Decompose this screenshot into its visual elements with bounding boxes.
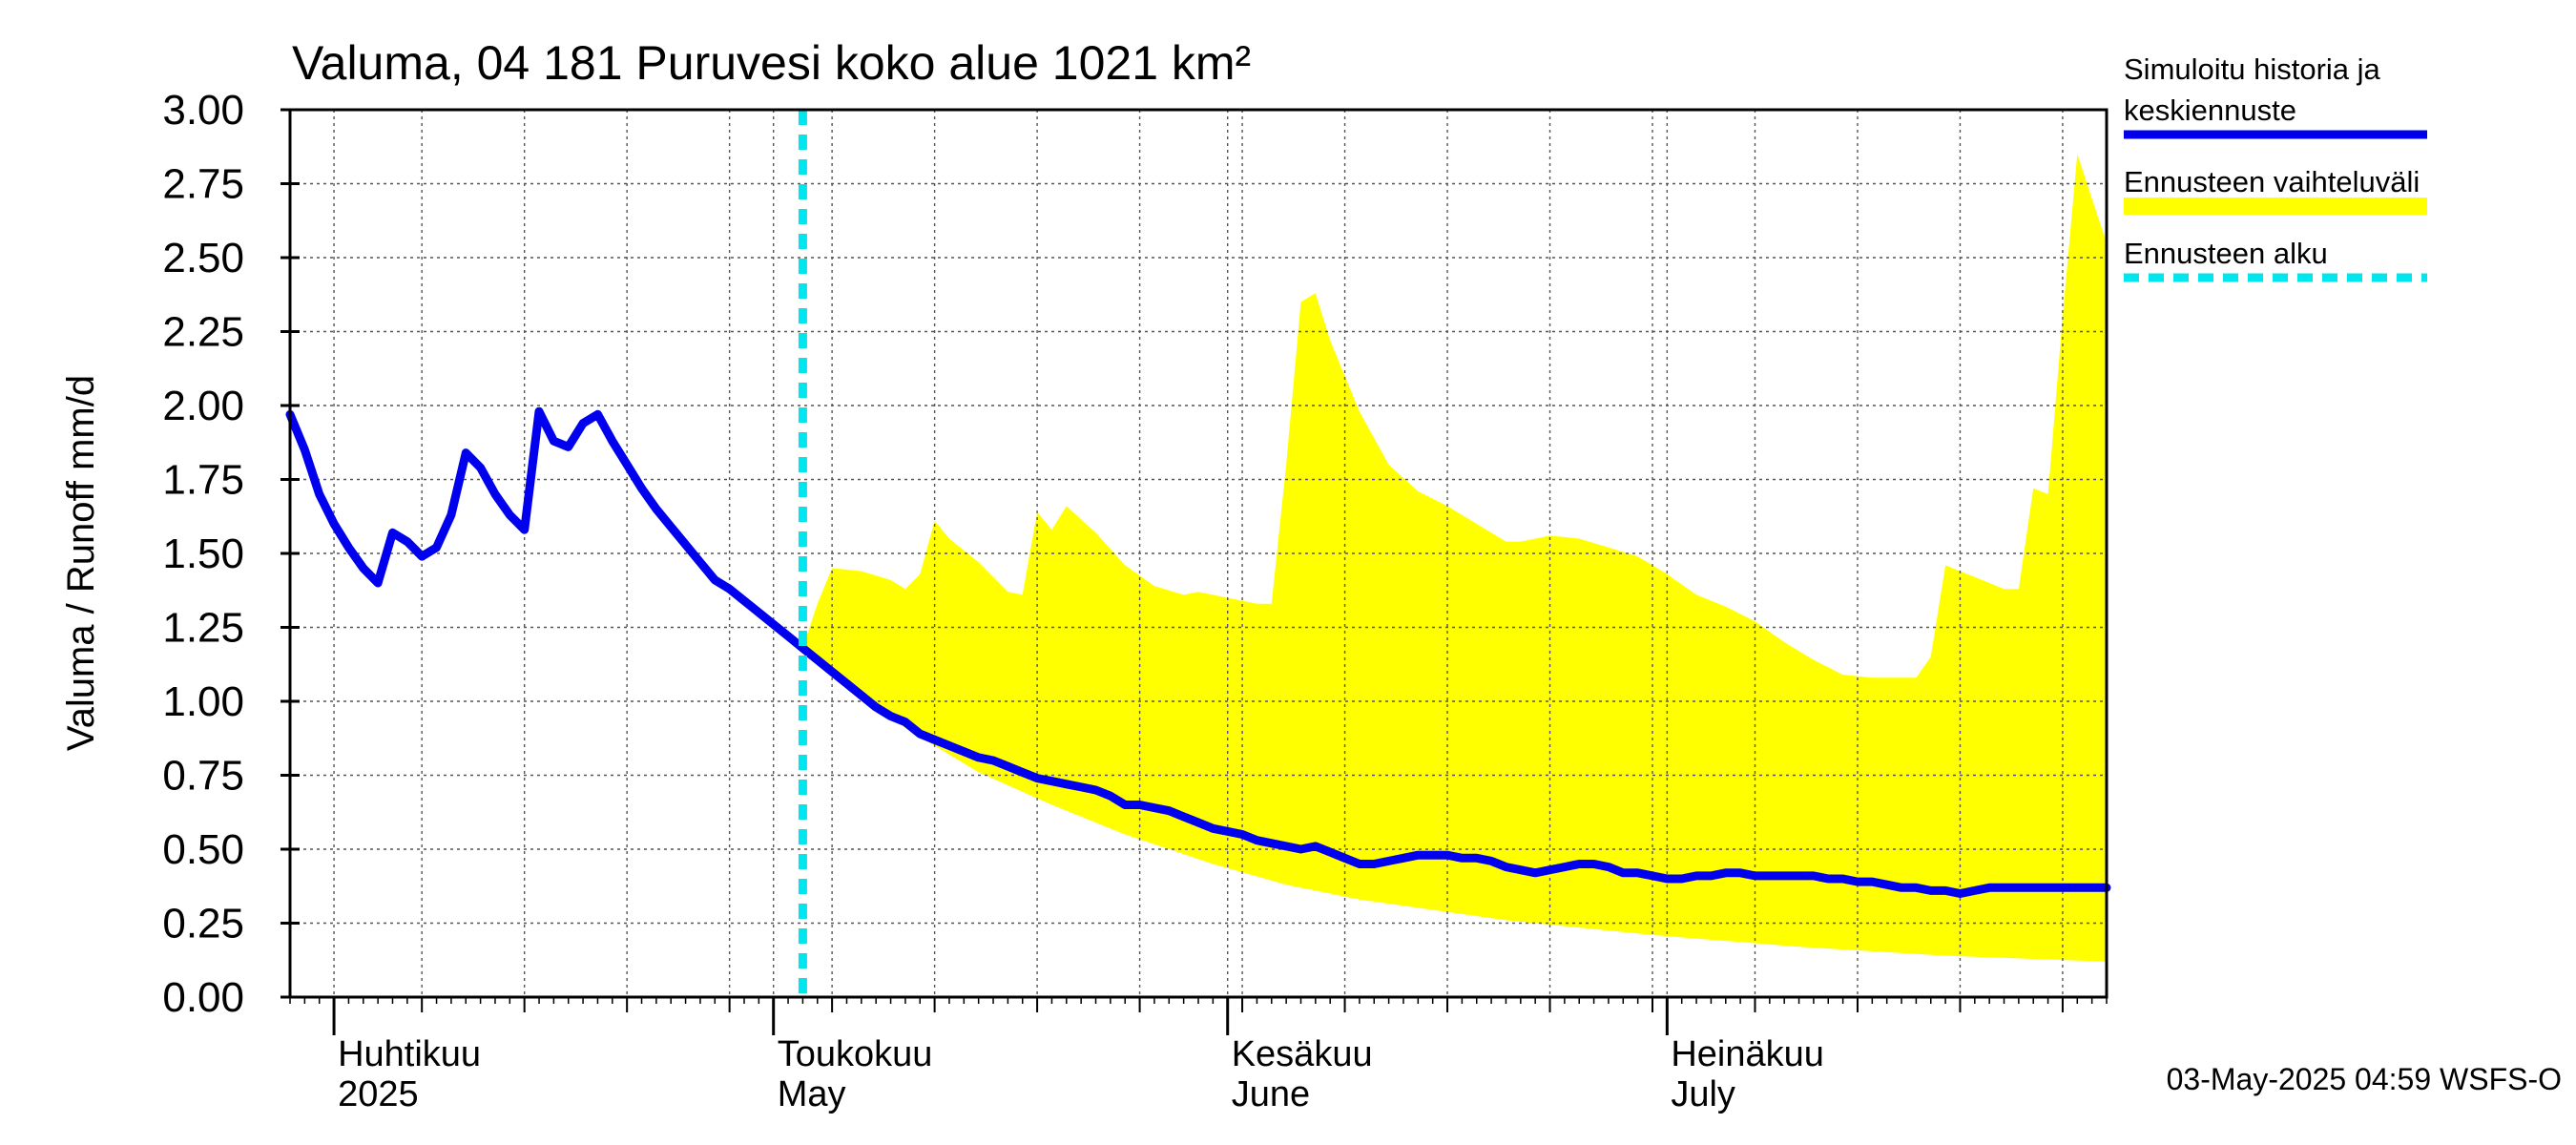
- x-month-sublabel: July: [1671, 1074, 1735, 1114]
- legend: Simuloitu historia ja keskiennuste Ennus…: [2124, 52, 2427, 282]
- y-tick-label: 3.00: [162, 87, 244, 134]
- forecast-range-band: [802, 154, 2107, 962]
- legend-label-mean-cont: keskiennuste: [2124, 94, 2296, 127]
- y-axis-label: Valuma / Runoff mm/d: [60, 375, 102, 751]
- y-tick-label: 0.50: [162, 826, 244, 873]
- y-tick-label: 0.25: [162, 901, 244, 947]
- y-tick-label: 0.00: [162, 974, 244, 1021]
- forecast-range-layer: [802, 154, 2107, 962]
- chart-title: Valuma, 04 181 Puruvesi koko alue 1021 k…: [292, 36, 1251, 90]
- y-tick-label: 2.00: [162, 383, 244, 429]
- x-month-label: Huhtikuu: [338, 1034, 481, 1074]
- series-layer: [285, 110, 2111, 997]
- y-tick-label: 2.75: [162, 161, 244, 208]
- y-tick-label: 2.50: [162, 235, 244, 281]
- x-month-label: Kesäkuu: [1232, 1034, 1373, 1074]
- legend-label-range: Ennusteen vaihteluväli: [2124, 165, 2420, 198]
- x-month-label: Heinäkuu: [1671, 1034, 1824, 1074]
- y-tick-label: 1.75: [162, 457, 244, 504]
- legend-label-mean: Simuloitu historia ja: [2124, 52, 2381, 86]
- y-tick-label: 1.00: [162, 678, 244, 725]
- series-line-mean: [285, 406, 2111, 898]
- y-axis-ticks: 0.00 0.25 0.50 0.75 1.00 1.25 1.50 1.75 2.00 2.25…: [162, 87, 300, 1021]
- legend-label-forecast-start: Ennusteen alku: [2124, 237, 2328, 270]
- footer-timestamp: 03-May-2025 04:59 WSFS-O: [2167, 1062, 2562, 1096]
- grid-lines: [290, 109, 2107, 998]
- y-tick-label: 2.25: [162, 309, 244, 356]
- x-month-sublabel: May: [778, 1074, 846, 1114]
- x-month-label: Toukokuu: [778, 1034, 933, 1074]
- y-tick-label: 1.50: [162, 531, 244, 577]
- y-tick-label: 0.75: [162, 753, 244, 800]
- x-month-sublabel: 2025: [338, 1074, 419, 1114]
- y-tick-label: 1.25: [162, 605, 244, 652]
- x-month-sublabel: June: [1232, 1074, 1310, 1114]
